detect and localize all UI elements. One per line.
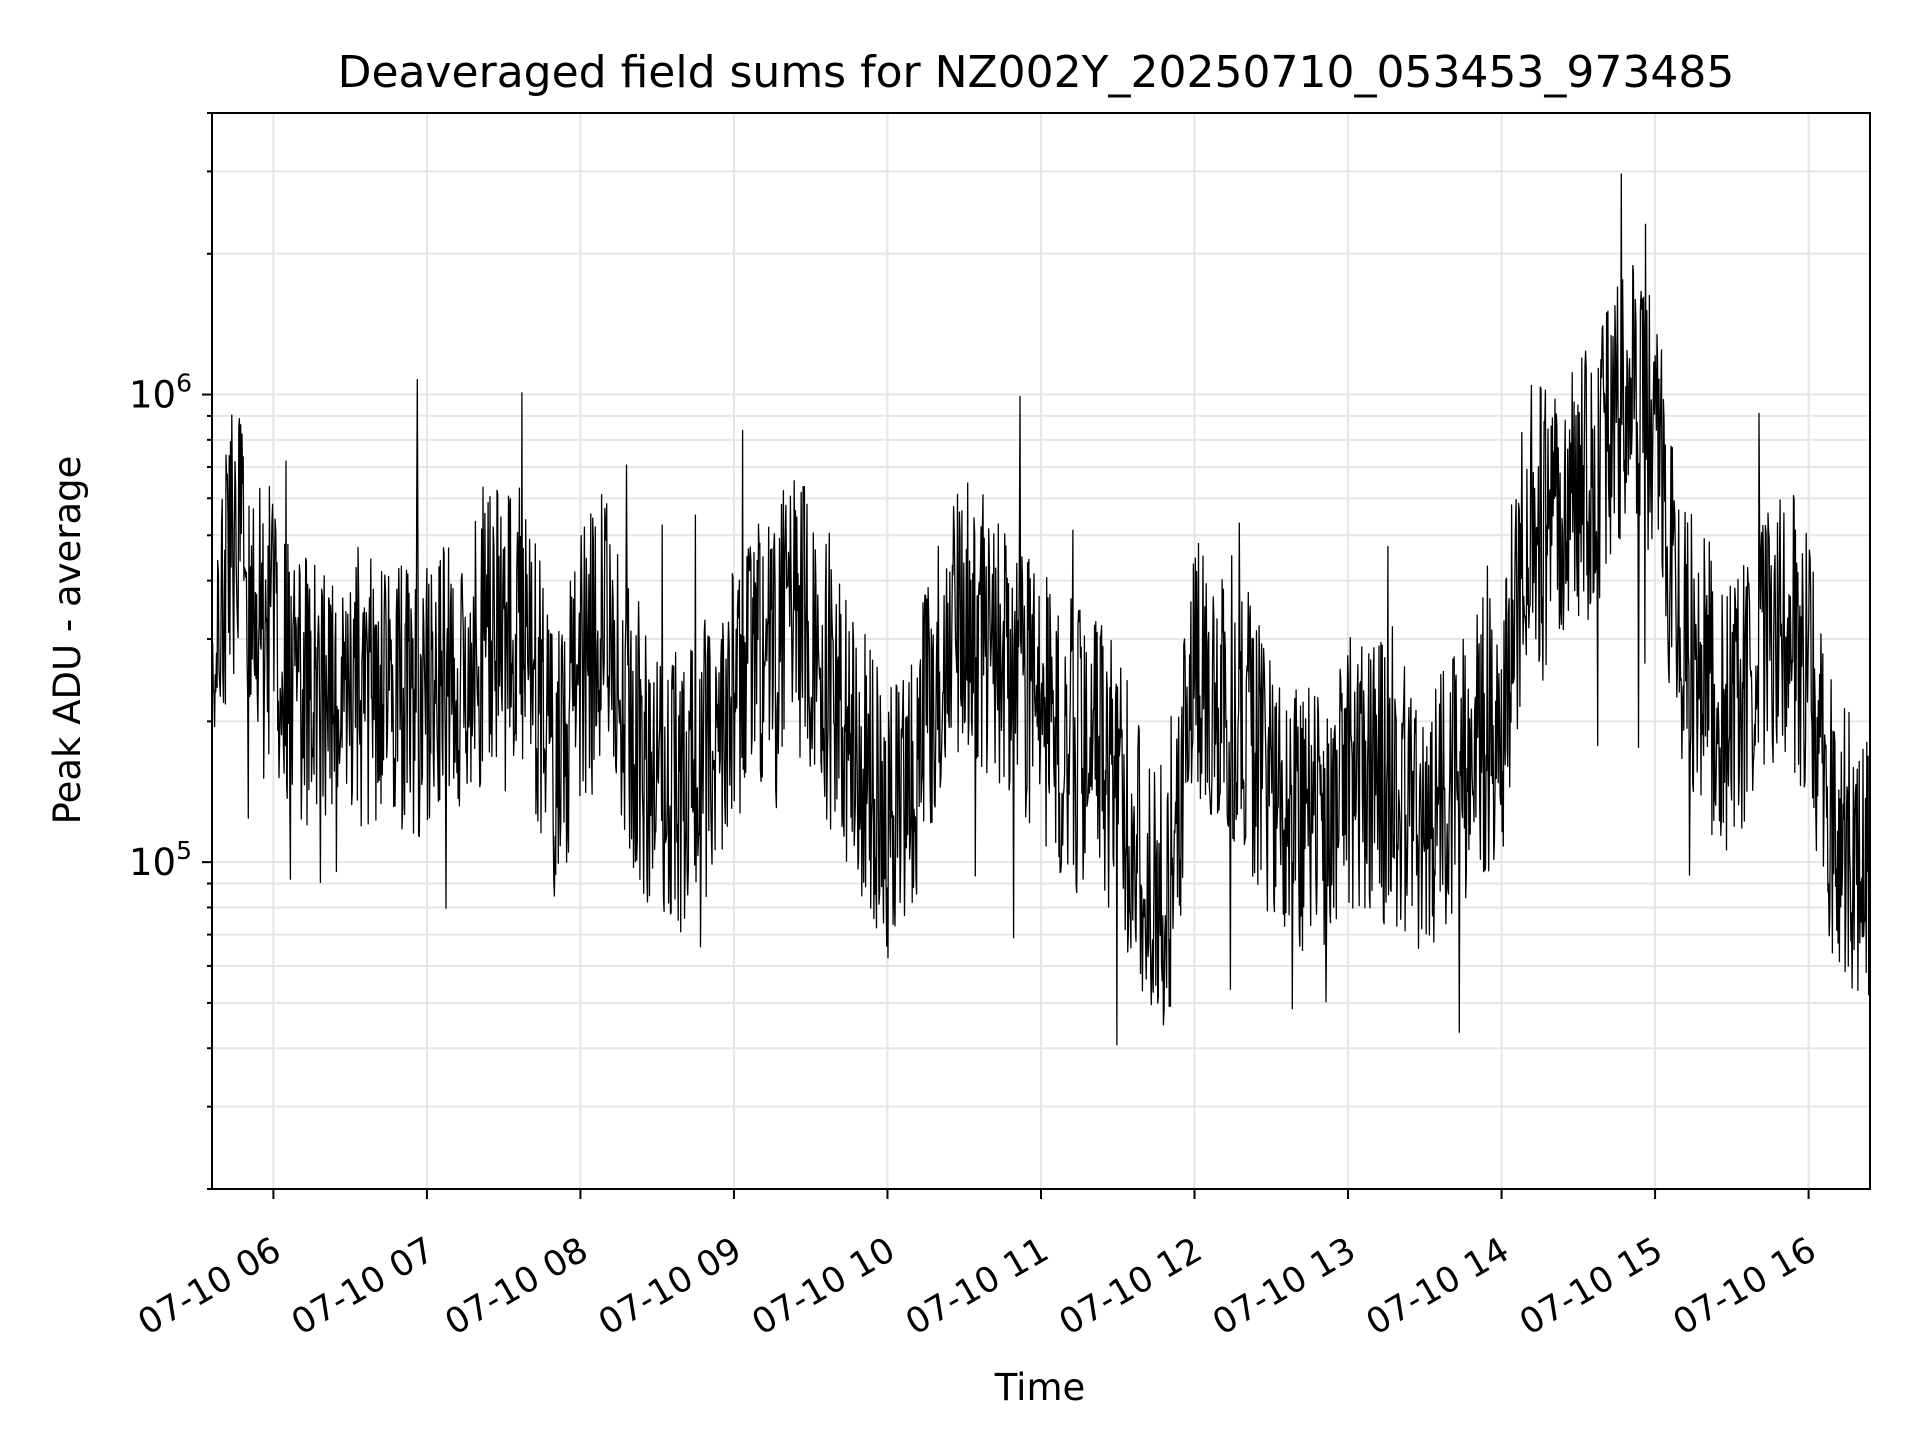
series-line — [211, 173, 1871, 1046]
y-tick-label: 105 — [129, 836, 192, 884]
x-axis-label: Time — [994, 1366, 1086, 1409]
y-axis: 105 106 — [129, 112, 212, 1190]
chart-title: Deaveraged field sums for NZ002Y_2025071… — [338, 47, 1735, 98]
plot-area — [211, 173, 1871, 1046]
y-axis-label: Peak ADU - average — [46, 456, 89, 825]
y-tick-label: 106 — [129, 369, 192, 417]
grid — [212, 112, 1870, 1190]
